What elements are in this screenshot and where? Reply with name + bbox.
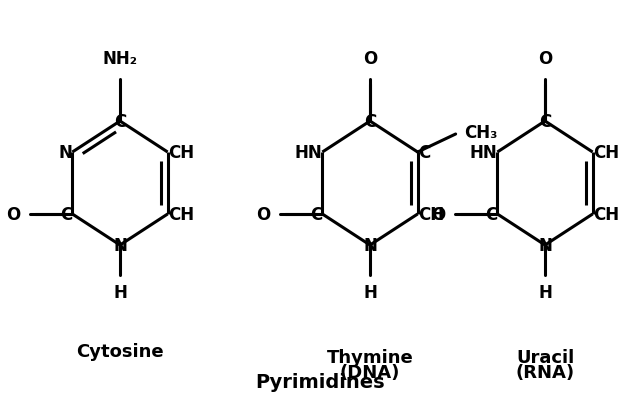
Text: Thymine: Thymine xyxy=(326,348,413,366)
Text: HN: HN xyxy=(470,144,497,162)
Text: (RNA): (RNA) xyxy=(515,363,575,381)
Text: HN: HN xyxy=(294,144,323,162)
Text: CH: CH xyxy=(593,205,619,223)
Text: N: N xyxy=(538,237,552,254)
Text: NH₂: NH₂ xyxy=(102,50,138,68)
Text: O: O xyxy=(363,50,377,68)
Text: C: C xyxy=(485,205,497,223)
Text: CH: CH xyxy=(418,205,444,223)
Text: CH: CH xyxy=(593,144,619,162)
Text: (DNA): (DNA) xyxy=(340,363,400,381)
Text: N: N xyxy=(113,237,127,254)
Text: C: C xyxy=(364,113,376,131)
Text: CH: CH xyxy=(168,205,194,223)
Text: O: O xyxy=(431,205,445,223)
Text: CH: CH xyxy=(168,144,194,162)
Text: CH₃: CH₃ xyxy=(463,124,497,142)
Text: C: C xyxy=(418,144,430,162)
Text: O: O xyxy=(6,205,20,223)
Text: N: N xyxy=(58,144,72,162)
Text: O: O xyxy=(256,205,270,223)
Text: C: C xyxy=(310,205,323,223)
Text: O: O xyxy=(538,50,552,68)
Text: C: C xyxy=(539,113,551,131)
Text: N: N xyxy=(363,237,377,254)
Text: H: H xyxy=(113,283,127,301)
Text: C: C xyxy=(60,205,72,223)
Text: H: H xyxy=(538,283,552,301)
Text: Uracil: Uracil xyxy=(516,348,574,366)
Text: Pyrimidines: Pyrimidines xyxy=(255,372,385,391)
Text: Cytosine: Cytosine xyxy=(76,342,164,360)
Text: H: H xyxy=(363,283,377,301)
Text: C: C xyxy=(114,113,126,131)
